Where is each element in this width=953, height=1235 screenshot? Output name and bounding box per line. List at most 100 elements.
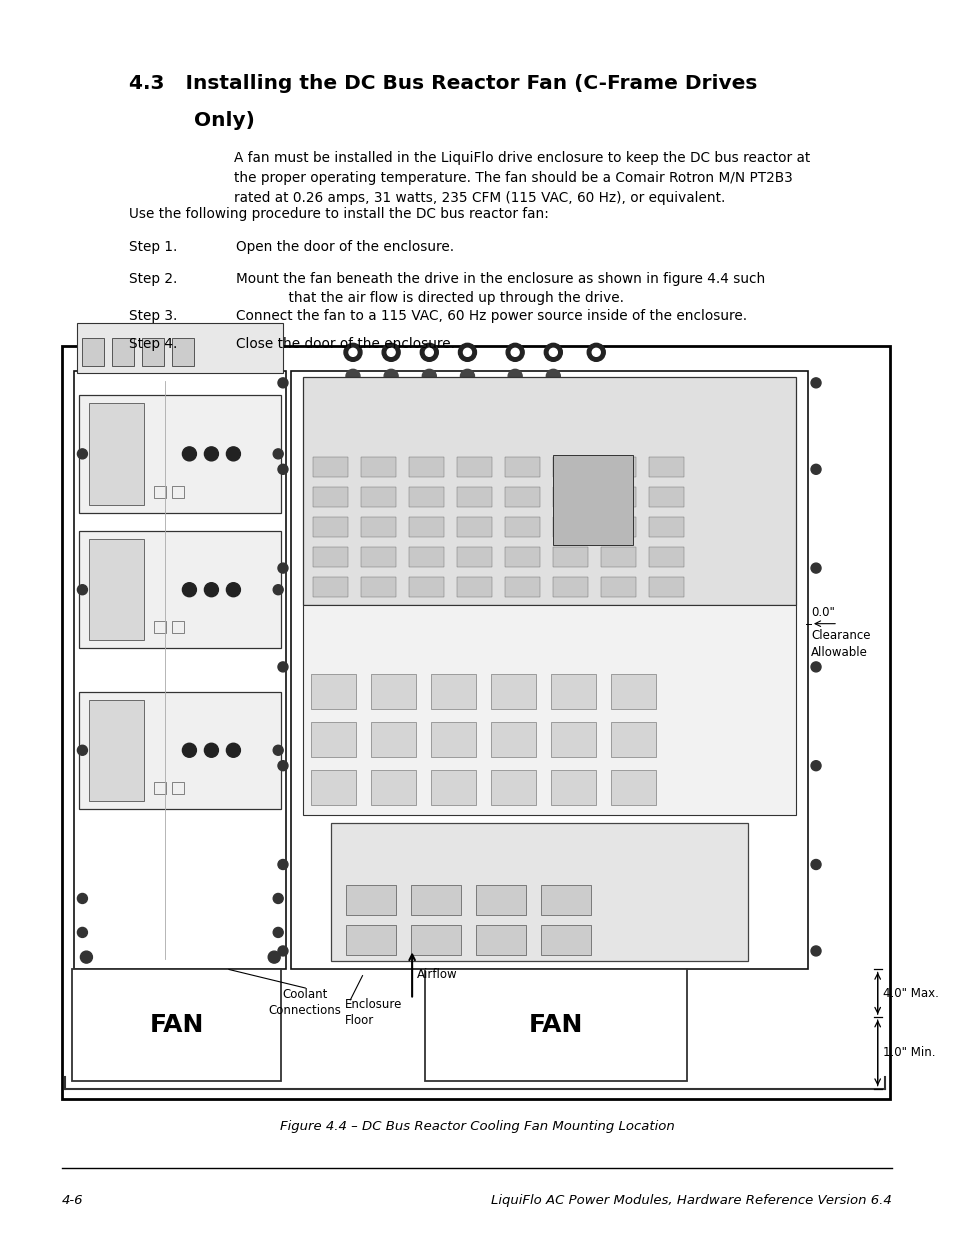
Bar <box>313 487 348 508</box>
Bar <box>553 456 632 545</box>
Circle shape <box>273 745 283 756</box>
Bar <box>74 370 286 969</box>
Bar <box>424 969 686 1081</box>
Bar <box>540 885 590 915</box>
Text: Mount the fan beneath the drive in the enclosure as shown in figure 4.4 such
   : Mount the fan beneath the drive in the e… <box>235 272 764 305</box>
Circle shape <box>546 369 559 383</box>
Bar <box>79 531 281 648</box>
Circle shape <box>182 583 196 597</box>
Bar <box>303 605 795 815</box>
Bar <box>540 925 590 956</box>
Bar <box>313 517 348 537</box>
Bar <box>409 517 443 537</box>
Circle shape <box>77 745 88 756</box>
Text: 4.0" Max.: 4.0" Max. <box>882 987 938 1000</box>
Bar <box>112 337 134 366</box>
Bar <box>553 547 587 567</box>
Bar <box>551 771 596 805</box>
Bar <box>311 771 355 805</box>
Circle shape <box>226 583 240 597</box>
Text: 4-6: 4-6 <box>62 1194 84 1207</box>
Text: LiquiFlo AC Power Modules, Hardware Reference Version 6.4: LiquiFlo AC Power Modules, Hardware Refe… <box>491 1194 891 1207</box>
Bar <box>600 547 636 567</box>
Bar <box>371 771 416 805</box>
Bar <box>360 547 395 567</box>
Bar <box>79 692 281 809</box>
Bar <box>610 722 656 757</box>
Bar <box>456 487 492 508</box>
Bar <box>504 487 539 508</box>
Circle shape <box>810 378 821 388</box>
Bar <box>172 621 184 634</box>
Circle shape <box>422 369 436 383</box>
Circle shape <box>810 761 821 771</box>
Circle shape <box>810 860 821 869</box>
Text: Enclosure
Floor: Enclosure Floor <box>345 998 402 1026</box>
Bar <box>154 782 166 794</box>
Bar <box>409 487 443 508</box>
Circle shape <box>349 348 356 357</box>
Bar <box>360 577 395 598</box>
Circle shape <box>460 369 474 383</box>
Text: Step 3.: Step 3. <box>129 309 177 322</box>
Bar <box>371 722 416 757</box>
Bar <box>71 969 281 1081</box>
Circle shape <box>273 927 283 937</box>
Text: Use the following procedure to install the DC bus reactor fan:: Use the following procedure to install t… <box>129 207 548 221</box>
Bar <box>90 403 144 505</box>
Bar <box>360 487 395 508</box>
Bar <box>154 485 166 498</box>
Bar <box>551 674 596 709</box>
Bar <box>431 771 476 805</box>
Bar <box>648 577 683 598</box>
Circle shape <box>182 743 196 757</box>
Bar <box>360 457 395 477</box>
Circle shape <box>810 563 821 573</box>
Circle shape <box>587 343 604 362</box>
Circle shape <box>277 378 288 388</box>
Circle shape <box>277 860 288 869</box>
Bar <box>553 457 587 477</box>
Bar <box>600 577 636 598</box>
Circle shape <box>384 369 397 383</box>
Bar <box>82 337 104 366</box>
Bar <box>600 487 636 508</box>
Circle shape <box>273 584 283 595</box>
Bar <box>456 547 492 567</box>
Circle shape <box>277 946 288 956</box>
Text: Open the door of the enclosure.: Open the door of the enclosure. <box>235 240 454 253</box>
Bar <box>90 699 144 802</box>
Text: Only): Only) <box>193 111 254 130</box>
Text: 0.0": 0.0" <box>810 605 834 619</box>
Bar <box>491 722 536 757</box>
Circle shape <box>544 343 561 362</box>
Bar <box>62 346 889 1099</box>
Bar <box>77 324 283 373</box>
Bar <box>154 621 166 634</box>
Bar <box>79 395 281 513</box>
Bar <box>371 674 416 709</box>
Bar <box>172 782 184 794</box>
Bar <box>553 577 587 598</box>
Text: Connect the fan to a 115 VAC, 60 Hz power source inside of the enclosure.: Connect the fan to a 115 VAC, 60 Hz powe… <box>235 309 746 322</box>
Bar <box>504 457 539 477</box>
Bar <box>431 674 476 709</box>
Bar <box>553 487 587 508</box>
Text: 4.3   Installing the DC Bus Reactor Fan (C-Frame Drives: 4.3 Installing the DC Bus Reactor Fan (C… <box>129 74 757 93</box>
Bar <box>90 538 144 641</box>
Circle shape <box>463 348 471 357</box>
Bar <box>331 823 747 962</box>
Bar <box>551 722 596 757</box>
Text: Airflow: Airflow <box>416 968 457 981</box>
Bar <box>504 547 539 567</box>
Text: FAN: FAN <box>150 1013 203 1037</box>
Bar <box>504 577 539 598</box>
Bar <box>648 487 683 508</box>
Circle shape <box>77 893 88 904</box>
Circle shape <box>182 447 196 461</box>
Bar <box>291 370 807 969</box>
Circle shape <box>420 343 437 362</box>
Circle shape <box>592 348 599 357</box>
Bar <box>456 457 492 477</box>
Circle shape <box>508 369 521 383</box>
